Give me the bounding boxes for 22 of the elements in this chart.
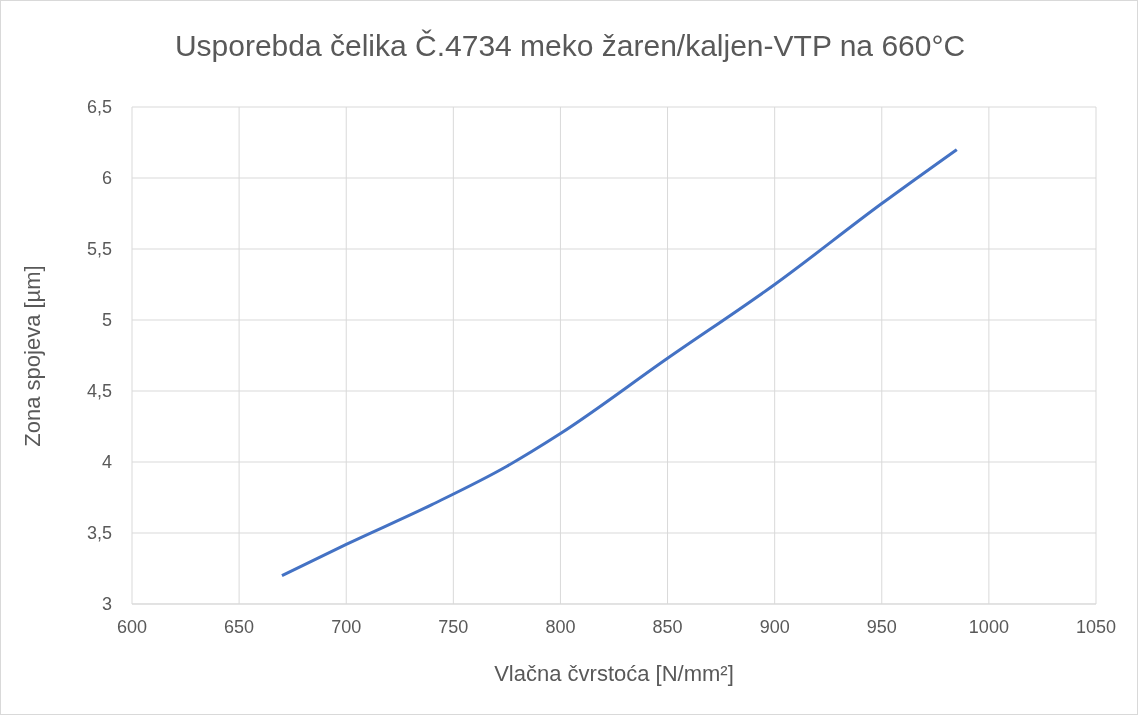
x-tick-label: 950 [866, 616, 897, 637]
x-tick-label: 900 [759, 616, 790, 637]
x-tick-label: 1050 [1075, 616, 1117, 637]
y-tick-label: 6,5 [86, 97, 112, 118]
y-tick-label: 6 [101, 168, 112, 189]
x-axis-title: Vlačna čvrstoća [N/mm²] [493, 661, 735, 687]
line-series [280, 148, 959, 578]
x-tick-label: 800 [545, 616, 576, 637]
x-tick-label: 750 [438, 616, 469, 637]
y-tick-label: 5 [101, 310, 112, 331]
x-tick-label: 850 [652, 616, 683, 637]
y-tick-label: 4 [101, 452, 112, 473]
x-tick-label: 600 [116, 616, 148, 637]
y-tick-label: 3,5 [86, 523, 112, 544]
x-tick-label: 650 [224, 616, 255, 637]
y-tick-label: 5,5 [86, 239, 112, 260]
y-axis-title: Zona spojeva [µm] [20, 265, 46, 447]
x-tick-label: 1000 [968, 616, 1009, 637]
chart-title: Usporebda čelika Č.4734 meko žaren/kaljen-VTP na 660°C [173, 29, 967, 63]
y-tick-label: 3 [101, 594, 112, 615]
x-tick-label: 700 [331, 616, 362, 637]
y-tick-label: 4,5 [86, 381, 112, 402]
